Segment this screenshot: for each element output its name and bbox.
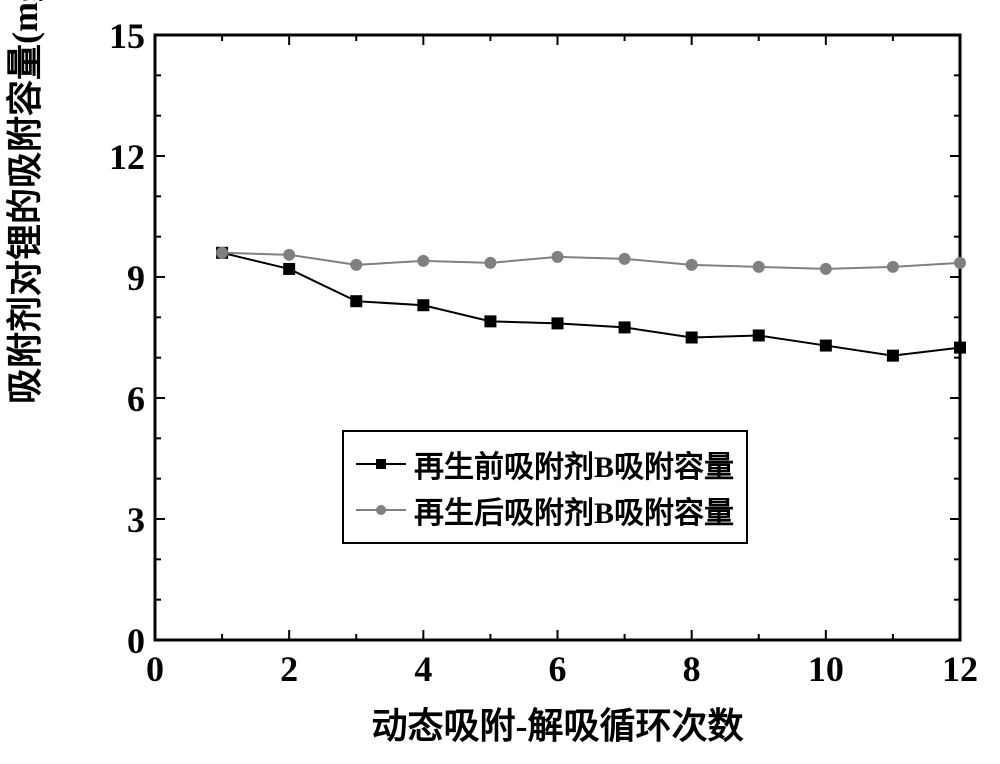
y-tick-label: 6 bbox=[127, 378, 145, 420]
x-tick-label: 8 bbox=[672, 648, 712, 690]
y-tick-label: 9 bbox=[127, 257, 145, 299]
y-axis-label: 吸附剂对锂的吸附容量(mg/g) bbox=[0, 360, 48, 404]
legend: 再生前吸附剂B吸附容量再生后吸附剂B吸附容量 bbox=[342, 430, 748, 544]
legend-label: 再生后吸附剂B吸附容量 bbox=[414, 488, 734, 532]
y-tick-label: 0 bbox=[127, 620, 145, 662]
x-tick-label: 10 bbox=[806, 648, 846, 690]
legend-line-icon bbox=[356, 463, 406, 465]
circle-marker-icon bbox=[376, 505, 386, 515]
x-axis-label: 动态吸附-解吸循环次数 bbox=[372, 697, 744, 749]
square-marker-icon bbox=[376, 459, 386, 469]
x-tick-label: 2 bbox=[269, 648, 309, 690]
y-tick-label: 12 bbox=[109, 136, 145, 178]
legend-item: 再生前吸附剂B吸附容量 bbox=[356, 442, 734, 486]
x-tick-label: 6 bbox=[538, 648, 578, 690]
legend-line-icon bbox=[356, 509, 406, 511]
y-tick-label: 15 bbox=[109, 15, 145, 57]
y-tick-label: 3 bbox=[127, 499, 145, 541]
x-tick-label: 4 bbox=[403, 648, 443, 690]
legend-label: 再生前吸附剂B吸附容量 bbox=[414, 442, 734, 486]
chart-container: 吸附剂对锂的吸附容量(mg/g) 动态吸附-解吸循环次数 再生前吸附剂B吸附容量… bbox=[0, 0, 1000, 764]
legend-item: 再生后吸附剂B吸附容量 bbox=[356, 488, 734, 532]
x-tick-label: 12 bbox=[940, 648, 980, 690]
